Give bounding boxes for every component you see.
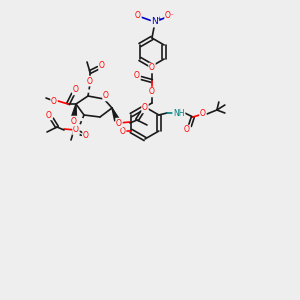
Text: O: O — [51, 97, 57, 106]
Text: O: O — [149, 64, 155, 73]
Text: O: O — [184, 125, 190, 134]
Text: O: O — [200, 110, 206, 118]
Text: O: O — [142, 103, 148, 112]
Text: +: + — [157, 16, 161, 20]
Text: NH: NH — [173, 109, 184, 118]
Text: O: O — [83, 131, 89, 140]
Text: O: O — [119, 127, 125, 136]
Text: O: O — [71, 116, 77, 125]
Text: O: O — [46, 110, 52, 119]
Text: O⁻: O⁻ — [165, 11, 175, 20]
Text: O: O — [135, 11, 141, 20]
Text: O: O — [87, 76, 93, 85]
Text: O: O — [134, 71, 140, 80]
Text: O: O — [73, 85, 79, 94]
Text: O: O — [103, 92, 109, 100]
Text: O: O — [73, 125, 79, 134]
Text: N: N — [152, 17, 158, 26]
Text: O: O — [149, 88, 155, 97]
Polygon shape — [112, 108, 119, 121]
Text: O: O — [116, 118, 122, 127]
Text: O: O — [99, 61, 105, 70]
Polygon shape — [71, 104, 76, 117]
